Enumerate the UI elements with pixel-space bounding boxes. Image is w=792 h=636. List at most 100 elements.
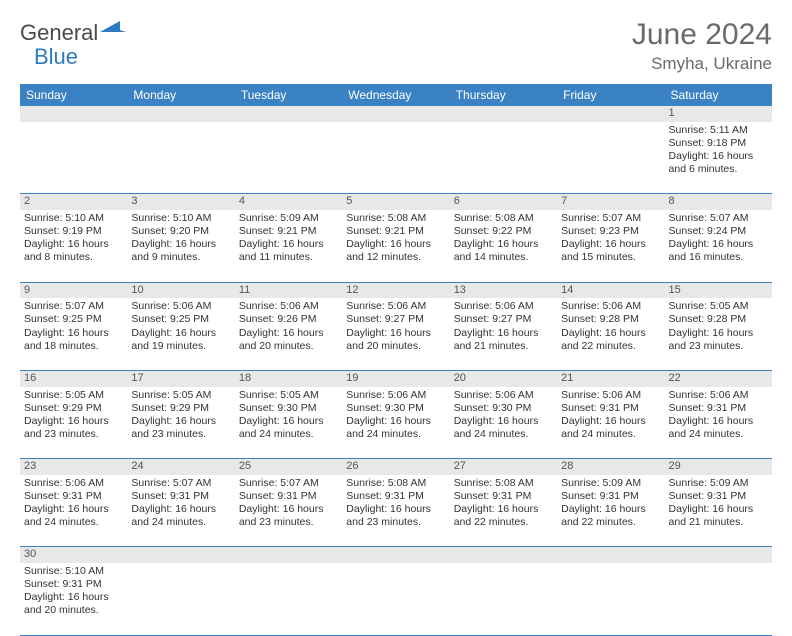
day-cell: Sunrise: 5:11 AMSunset: 9:18 PMDaylight:…	[665, 122, 772, 194]
sunset-line: Sunset: 9:30 PM	[346, 402, 445, 415]
sunset-line: Sunset: 9:20 PM	[131, 225, 230, 238]
daylight-line: Daylight: 16 hours and 24 minutes.	[346, 415, 445, 441]
sunrise-line: Sunrise: 5:05 AM	[239, 389, 338, 402]
sunrise-line: Sunrise: 5:08 AM	[346, 477, 445, 490]
day-number: 8	[665, 194, 772, 210]
daylight-line: Daylight: 16 hours and 22 minutes.	[454, 503, 553, 529]
day-cell	[557, 563, 664, 635]
day-cell	[235, 563, 342, 635]
calendar-table: Sunday Monday Tuesday Wednesday Thursday…	[20, 84, 772, 636]
day-cell: Sunrise: 5:07 AMSunset: 9:31 PMDaylight:…	[235, 475, 342, 547]
sunrise-line: Sunrise: 5:10 AM	[131, 212, 230, 225]
day-number-row: 2345678	[20, 194, 772, 210]
day-number	[342, 547, 449, 563]
sunset-line: Sunset: 9:29 PM	[131, 402, 230, 415]
sunrise-line: Sunrise: 5:10 AM	[24, 565, 123, 578]
sunrise-line: Sunrise: 5:06 AM	[24, 477, 123, 490]
week-row: Sunrise: 5:11 AMSunset: 9:18 PMDaylight:…	[20, 122, 772, 194]
sunrise-line: Sunrise: 5:08 AM	[454, 477, 553, 490]
day-cell: Sunrise: 5:08 AMSunset: 9:31 PMDaylight:…	[450, 475, 557, 547]
day-cell: Sunrise: 5:06 AMSunset: 9:27 PMDaylight:…	[342, 298, 449, 370]
daylight-line: Daylight: 16 hours and 23 minutes.	[131, 415, 230, 441]
day-cell: Sunrise: 5:07 AMSunset: 9:23 PMDaylight:…	[557, 210, 664, 282]
sunset-line: Sunset: 9:25 PM	[24, 313, 123, 326]
sunrise-line: Sunrise: 5:11 AM	[669, 124, 768, 137]
daylight-line: Daylight: 16 hours and 24 minutes.	[131, 503, 230, 529]
daylight-line: Daylight: 16 hours and 24 minutes.	[239, 415, 338, 441]
sunset-line: Sunset: 9:26 PM	[239, 313, 338, 326]
day-cell	[450, 563, 557, 635]
day-number: 2	[20, 194, 127, 210]
sunrise-line: Sunrise: 5:06 AM	[239, 300, 338, 313]
day-number: 18	[235, 370, 342, 386]
sunrise-line: Sunrise: 5:06 AM	[131, 300, 230, 313]
daylight-line: Daylight: 16 hours and 24 minutes.	[669, 415, 768, 441]
week-row: Sunrise: 5:07 AMSunset: 9:25 PMDaylight:…	[20, 298, 772, 370]
sunset-line: Sunset: 9:21 PM	[239, 225, 338, 238]
day-cell: Sunrise: 5:08 AMSunset: 9:22 PMDaylight:…	[450, 210, 557, 282]
day-cell	[557, 122, 664, 194]
sunrise-line: Sunrise: 5:07 AM	[131, 477, 230, 490]
daylight-line: Daylight: 16 hours and 23 minutes.	[24, 415, 123, 441]
day-number	[450, 106, 557, 122]
sunrise-line: Sunrise: 5:05 AM	[669, 300, 768, 313]
day-cell	[127, 122, 234, 194]
day-number	[557, 547, 664, 563]
logo-text-blue: Blue	[34, 44, 78, 69]
daylight-line: Daylight: 16 hours and 20 minutes.	[24, 591, 123, 617]
day-number	[127, 547, 234, 563]
day-number-row: 16171819202122	[20, 370, 772, 386]
location: Smyha, Ukraine	[632, 54, 772, 74]
day-number: 15	[665, 282, 772, 298]
weekday-header-row: Sunday Monday Tuesday Wednesday Thursday…	[20, 84, 772, 106]
day-number: 27	[450, 459, 557, 475]
day-cell: Sunrise: 5:10 AMSunset: 9:31 PMDaylight:…	[20, 563, 127, 635]
daylight-line: Daylight: 16 hours and 16 minutes.	[669, 238, 768, 264]
day-number: 19	[342, 370, 449, 386]
sunset-line: Sunset: 9:31 PM	[24, 490, 123, 503]
logo: General	[20, 18, 126, 47]
day-number	[235, 547, 342, 563]
daylight-line: Daylight: 16 hours and 20 minutes.	[239, 327, 338, 353]
day-cell: Sunrise: 5:08 AMSunset: 9:31 PMDaylight:…	[342, 475, 449, 547]
day-cell: Sunrise: 5:05 AMSunset: 9:30 PMDaylight:…	[235, 387, 342, 459]
daylight-line: Daylight: 16 hours and 9 minutes.	[131, 238, 230, 264]
daylight-line: Daylight: 16 hours and 11 minutes.	[239, 238, 338, 264]
day-number: 1	[665, 106, 772, 122]
day-cell: Sunrise: 5:05 AMSunset: 9:29 PMDaylight:…	[127, 387, 234, 459]
day-number: 12	[342, 282, 449, 298]
day-cell: Sunrise: 5:06 AMSunset: 9:25 PMDaylight:…	[127, 298, 234, 370]
sunset-line: Sunset: 9:19 PM	[24, 225, 123, 238]
sunset-line: Sunset: 9:27 PM	[454, 313, 553, 326]
sunrise-line: Sunrise: 5:06 AM	[669, 389, 768, 402]
day-cell	[450, 122, 557, 194]
day-number: 25	[235, 459, 342, 475]
daylight-line: Daylight: 16 hours and 18 minutes.	[24, 327, 123, 353]
weekday-header: Thursday	[450, 84, 557, 106]
day-number: 21	[557, 370, 664, 386]
day-number-row: 23242526272829	[20, 459, 772, 475]
daylight-line: Daylight: 16 hours and 23 minutes.	[669, 327, 768, 353]
day-cell: Sunrise: 5:09 AMSunset: 9:31 PMDaylight:…	[557, 475, 664, 547]
day-number: 28	[557, 459, 664, 475]
sunrise-line: Sunrise: 5:05 AM	[131, 389, 230, 402]
daylight-line: Daylight: 16 hours and 15 minutes.	[561, 238, 660, 264]
sunset-line: Sunset: 9:31 PM	[561, 490, 660, 503]
day-number: 30	[20, 547, 127, 563]
sunset-line: Sunset: 9:18 PM	[669, 137, 768, 150]
day-number	[235, 106, 342, 122]
day-cell: Sunrise: 5:08 AMSunset: 9:21 PMDaylight:…	[342, 210, 449, 282]
day-number	[342, 106, 449, 122]
sunset-line: Sunset: 9:21 PM	[346, 225, 445, 238]
sunrise-line: Sunrise: 5:08 AM	[454, 212, 553, 225]
sunset-line: Sunset: 9:27 PM	[346, 313, 445, 326]
daylight-line: Daylight: 16 hours and 14 minutes.	[454, 238, 553, 264]
daylight-line: Daylight: 16 hours and 24 minutes.	[24, 503, 123, 529]
sunrise-line: Sunrise: 5:09 AM	[239, 212, 338, 225]
day-cell: Sunrise: 5:07 AMSunset: 9:24 PMDaylight:…	[665, 210, 772, 282]
day-number: 4	[235, 194, 342, 210]
sunrise-line: Sunrise: 5:07 AM	[561, 212, 660, 225]
day-number: 16	[20, 370, 127, 386]
sunset-line: Sunset: 9:30 PM	[239, 402, 338, 415]
sunrise-line: Sunrise: 5:06 AM	[561, 389, 660, 402]
